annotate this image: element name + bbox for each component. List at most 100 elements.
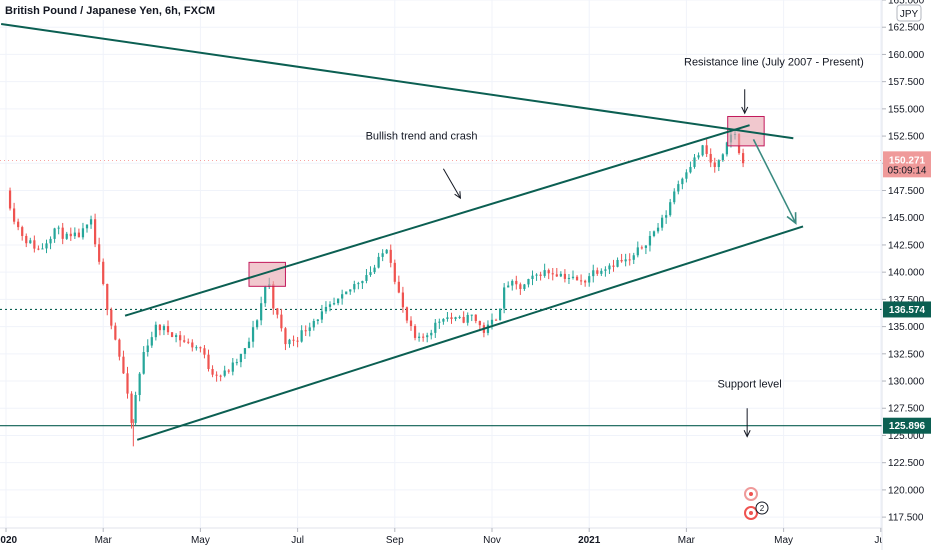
- channel-bottom-line[interactable]: [136, 225, 804, 441]
- candle-body: [21, 227, 24, 236]
- candle-body: [681, 178, 684, 185]
- candle-body: [142, 352, 145, 374]
- candle-body: [713, 162, 716, 168]
- y-tick-label: 120.000: [888, 485, 925, 496]
- support-arrow-head: [743, 430, 751, 438]
- candle-body: [616, 259, 619, 267]
- candle-body: [669, 202, 672, 216]
- candle-body: [551, 273, 554, 275]
- crash-arrow[interactable]: [752, 138, 797, 224]
- candle-body: [45, 243, 48, 249]
- candle-body: [81, 228, 85, 238]
- candle-body: [575, 276, 579, 281]
- zone-1[interactable]: [248, 261, 286, 287]
- candle-body: [154, 324, 157, 338]
- candle-body: [65, 233, 68, 239]
- resistance-label[interactable]: Resistance line (July 2007 - Present): [684, 56, 864, 68]
- candle-body: [292, 339, 295, 341]
- candle-body: [701, 145, 704, 156]
- x-tick-label: Mar: [678, 535, 696, 546]
- price-axis[interactable]: [882, 0, 932, 550]
- candle-body: [640, 247, 643, 249]
- candle-body: [69, 233, 72, 237]
- candle-body: [628, 259, 631, 261]
- y-tick-label: 165.000: [888, 0, 925, 7]
- time-axis[interactable]: [0, 528, 882, 550]
- candle-body: [401, 292, 405, 308]
- y-tick-label: 137.500: [888, 295, 925, 306]
- candle-body: [126, 373, 129, 394]
- candle-body: [413, 326, 417, 338]
- candle-body: [243, 348, 247, 354]
- candle-body: [73, 232, 76, 237]
- y-tick-label: 122.500: [888, 458, 925, 469]
- candle-body: [341, 294, 344, 299]
- event-markers[interactable]: 2: [744, 487, 769, 520]
- candle-body: [114, 325, 117, 340]
- candle-body: [17, 221, 20, 228]
- candle-body: [89, 219, 93, 225]
- candle-body: [547, 270, 550, 274]
- candle-body: [328, 304, 332, 307]
- candle-body: [579, 280, 583, 282]
- trendlines[interactable]: [0, 22, 804, 441]
- currency-badge[interactable]: JPY: [896, 4, 922, 22]
- event-count-badge[interactable]: [755, 501, 769, 515]
- candle-body: [648, 235, 652, 246]
- candle-body: [49, 238, 52, 244]
- resistance-line[interactable]: [0, 22, 794, 140]
- candle-body: [158, 324, 162, 331]
- bullish-arrow[interactable]: [442, 168, 461, 199]
- x-tick-label: Jul: [291, 535, 304, 546]
- y-tick-label: 147.500: [888, 186, 925, 197]
- candle-body: [697, 155, 700, 158]
- y-tick-label: 140.000: [888, 268, 925, 279]
- candle-body: [260, 303, 263, 321]
- candle-body: [312, 321, 315, 328]
- candle-body: [272, 284, 275, 309]
- y-tick-label: 152.500: [888, 132, 925, 143]
- y-tick-label: 145.000: [888, 213, 925, 224]
- candle-body: [110, 309, 113, 326]
- candle-body: [223, 370, 226, 376]
- candle-body: [37, 248, 40, 250]
- candle-body: [183, 340, 186, 342]
- candle-body: [102, 261, 105, 284]
- y-tick-label: 162.500: [888, 23, 925, 34]
- candle-body: [199, 347, 202, 349]
- candle-body: [308, 327, 311, 331]
- channel-top-line[interactable]: [124, 124, 750, 317]
- candle-body: [584, 280, 587, 283]
- candle-body: [41, 248, 44, 250]
- candle-body: [600, 270, 603, 274]
- candle-body: [332, 303, 336, 305]
- candle-body: [373, 267, 376, 273]
- candle-body: [118, 339, 121, 357]
- annotations[interactable]: Resistance line (July 2007 - Present) Bul…: [366, 56, 864, 390]
- y-tick-label: 127.500: [888, 404, 925, 415]
- candle-body: [320, 311, 324, 320]
- support-label[interactable]: Support level: [717, 379, 781, 391]
- bullish-label[interactable]: Bullish trend and crash: [366, 130, 478, 142]
- candle-body: [336, 298, 340, 304]
- candle-body: [693, 157, 696, 167]
- candle-body: [494, 319, 498, 321]
- candle-body: [559, 273, 562, 277]
- candle-body: [535, 274, 538, 276]
- candle-body: [721, 154, 724, 161]
- candle-body: [409, 320, 413, 327]
- candle-body: [29, 240, 32, 244]
- candle-body: [264, 286, 267, 304]
- candle-body: [122, 356, 125, 374]
- candle-body: [251, 327, 255, 342]
- event-icon-dot: [749, 511, 753, 515]
- arrows[interactable]: [442, 89, 797, 438]
- candle-body: [324, 306, 328, 312]
- currency-badge-box: [896, 4, 922, 22]
- candle-body: [239, 353, 243, 363]
- x-tick-label: Sep: [386, 535, 404, 546]
- candle-body: [8, 190, 12, 209]
- candle-body: [608, 265, 611, 270]
